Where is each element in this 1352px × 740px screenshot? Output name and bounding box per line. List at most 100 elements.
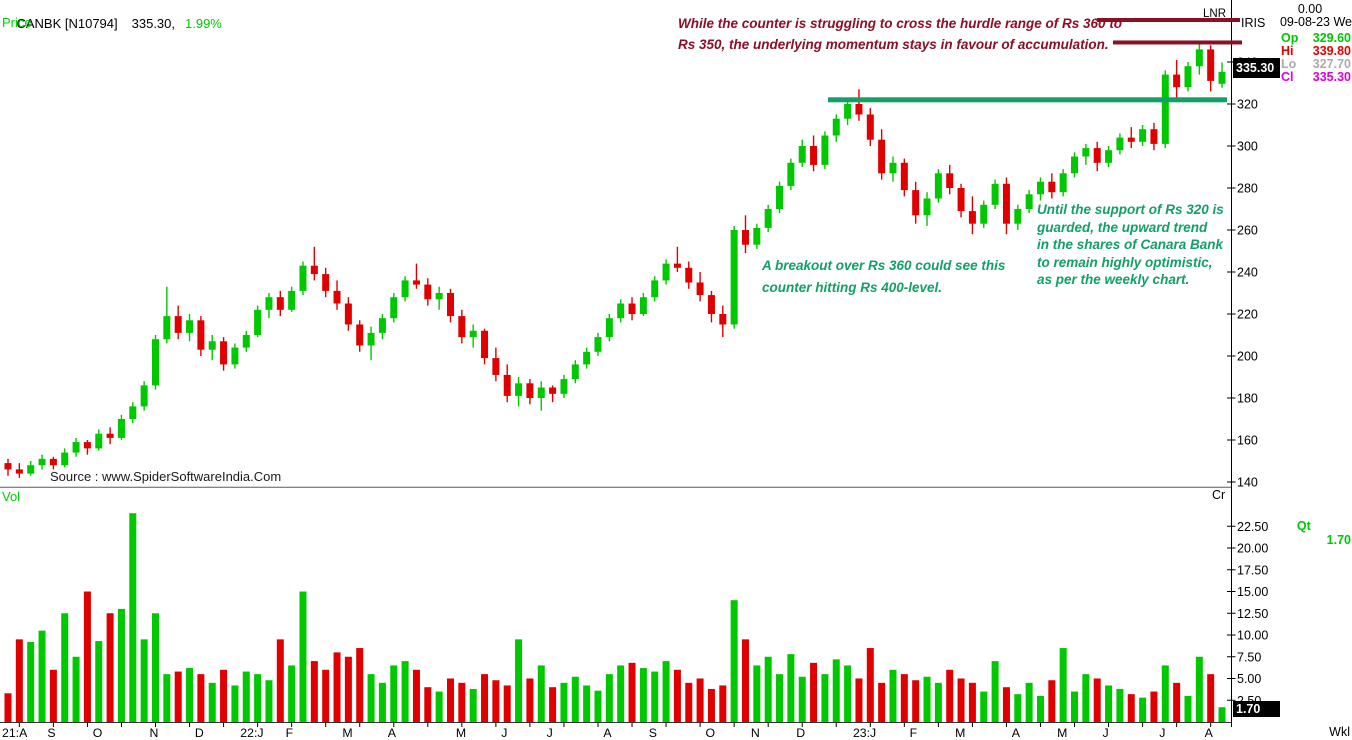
volume-bar: [1036, 695, 1044, 722]
candle-body: [288, 290, 296, 310]
candle-body: [1036, 181, 1044, 195]
candle-body: [515, 383, 523, 396]
volume-bar: [242, 671, 250, 722]
candle-body: [469, 330, 477, 338]
candle-body: [424, 284, 432, 300]
candle-body: [435, 293, 443, 300]
price-tick-label: 180: [1237, 392, 1258, 406]
ohlc-label: Hi: [1281, 44, 1294, 58]
volume-bar: [220, 669, 228, 722]
volume-bar: [129, 513, 137, 722]
support-annotation: Until the support of Rs 320 is guarded, …: [1037, 202, 1224, 288]
volume-bar: [446, 678, 454, 722]
candle-body: [605, 318, 613, 338]
candle-body: [628, 303, 636, 314]
ohlc-value: 335.30: [1312, 70, 1351, 84]
candle-body: [776, 185, 784, 209]
volume-bar: [685, 682, 693, 722]
volume-bar: [378, 682, 386, 722]
month-label: D: [796, 726, 805, 740]
candle-body: [163, 316, 171, 340]
ohlc-row-lo: Lo 327.70: [1281, 57, 1351, 71]
volume-bar: [1093, 678, 1101, 722]
volume-bar: [174, 671, 182, 722]
volume-bar: [1161, 665, 1169, 722]
candle-body: [594, 337, 602, 352]
volume-bar: [1116, 688, 1124, 722]
candle-body: [231, 347, 239, 365]
volume-bar: [673, 669, 681, 722]
candle-body: [923, 198, 931, 216]
volume-panel-label: Vol: [2, 489, 21, 504]
volume-bar: [1173, 682, 1181, 722]
volume-bar: [435, 691, 443, 722]
iris-tool-label: IRIS: [1241, 16, 1266, 30]
volume-bar: [878, 682, 886, 722]
volume-tick-label: 10.00: [1237, 629, 1268, 643]
volume-bar: [730, 600, 738, 722]
volume-tick-label: 15.00: [1237, 585, 1268, 599]
volume-bar: [832, 659, 840, 722]
candle-body: [367, 332, 375, 346]
month-label: A: [1012, 726, 1021, 740]
candle-body: [333, 290, 341, 304]
volume-bar: [900, 674, 908, 722]
month-label: M: [456, 726, 466, 740]
ohlc-label: Lo: [1281, 57, 1297, 71]
volume-bar: [617, 665, 625, 722]
candle-body: [503, 374, 511, 396]
candle-body: [356, 324, 364, 346]
quote-date: 09-08-23 We: [1279, 15, 1352, 29]
volume-bar: [526, 678, 534, 722]
volume-bar: [458, 682, 466, 722]
price-tick-label: 140: [1237, 476, 1258, 490]
candle-body: [1184, 66, 1192, 88]
volume-tick-label: 17.50: [1237, 563, 1268, 577]
candle-body: [117, 419, 125, 438]
month-label: J: [501, 726, 507, 740]
volume-bar: [1048, 680, 1056, 722]
candle-body: [526, 383, 534, 398]
volume-bar: [140, 639, 148, 722]
volume-bar: [934, 682, 942, 722]
ohlc-label: Cl: [1281, 70, 1294, 84]
candle-body: [571, 364, 579, 380]
candle-body: [617, 303, 625, 319]
volume-bar: [288, 665, 296, 722]
candle-body: [866, 114, 874, 140]
volume-bar: [810, 662, 818, 722]
volume-bar: [787, 654, 795, 722]
candle-body: [787, 162, 795, 186]
volume-tick-label: 12.50: [1237, 607, 1268, 621]
ohlc-row-op: Op 329.60: [1281, 31, 1351, 45]
volume-bar: [696, 678, 704, 722]
month-label: A: [388, 726, 397, 740]
symbol-label: CANBK [N10794]: [16, 16, 118, 31]
candle-body: [72, 442, 80, 453]
candle-body: [1207, 49, 1215, 81]
month-label: J: [1159, 726, 1165, 740]
month-label: F: [910, 726, 918, 740]
candle-body: [730, 230, 738, 325]
candle-body: [242, 335, 250, 348]
volume-bar: [1014, 694, 1022, 722]
current-volume-value: 1.70: [1236, 702, 1261, 716]
ohlc-row-hi: Hi 339.80: [1281, 44, 1351, 58]
volume-bar: [401, 661, 409, 722]
candle-body: [968, 211, 976, 224]
change-percent: 1.99%: [185, 16, 222, 31]
volume-bar: [537, 665, 545, 722]
volume-bar: [912, 680, 920, 722]
month-label: F: [286, 726, 294, 740]
price-tick-label: 240: [1237, 266, 1258, 280]
qt-row: Qt 1.70: [1283, 505, 1351, 561]
candle-body: [560, 379, 568, 394]
month-label: 22:J: [240, 726, 263, 740]
volume-tick-label: 20.00: [1237, 542, 1268, 556]
volume-bar: [980, 691, 988, 722]
volume-bar: [560, 682, 568, 722]
volume-bar: [95, 641, 103, 722]
volume-bar: [481, 674, 489, 722]
volume-bar: [299, 591, 307, 722]
